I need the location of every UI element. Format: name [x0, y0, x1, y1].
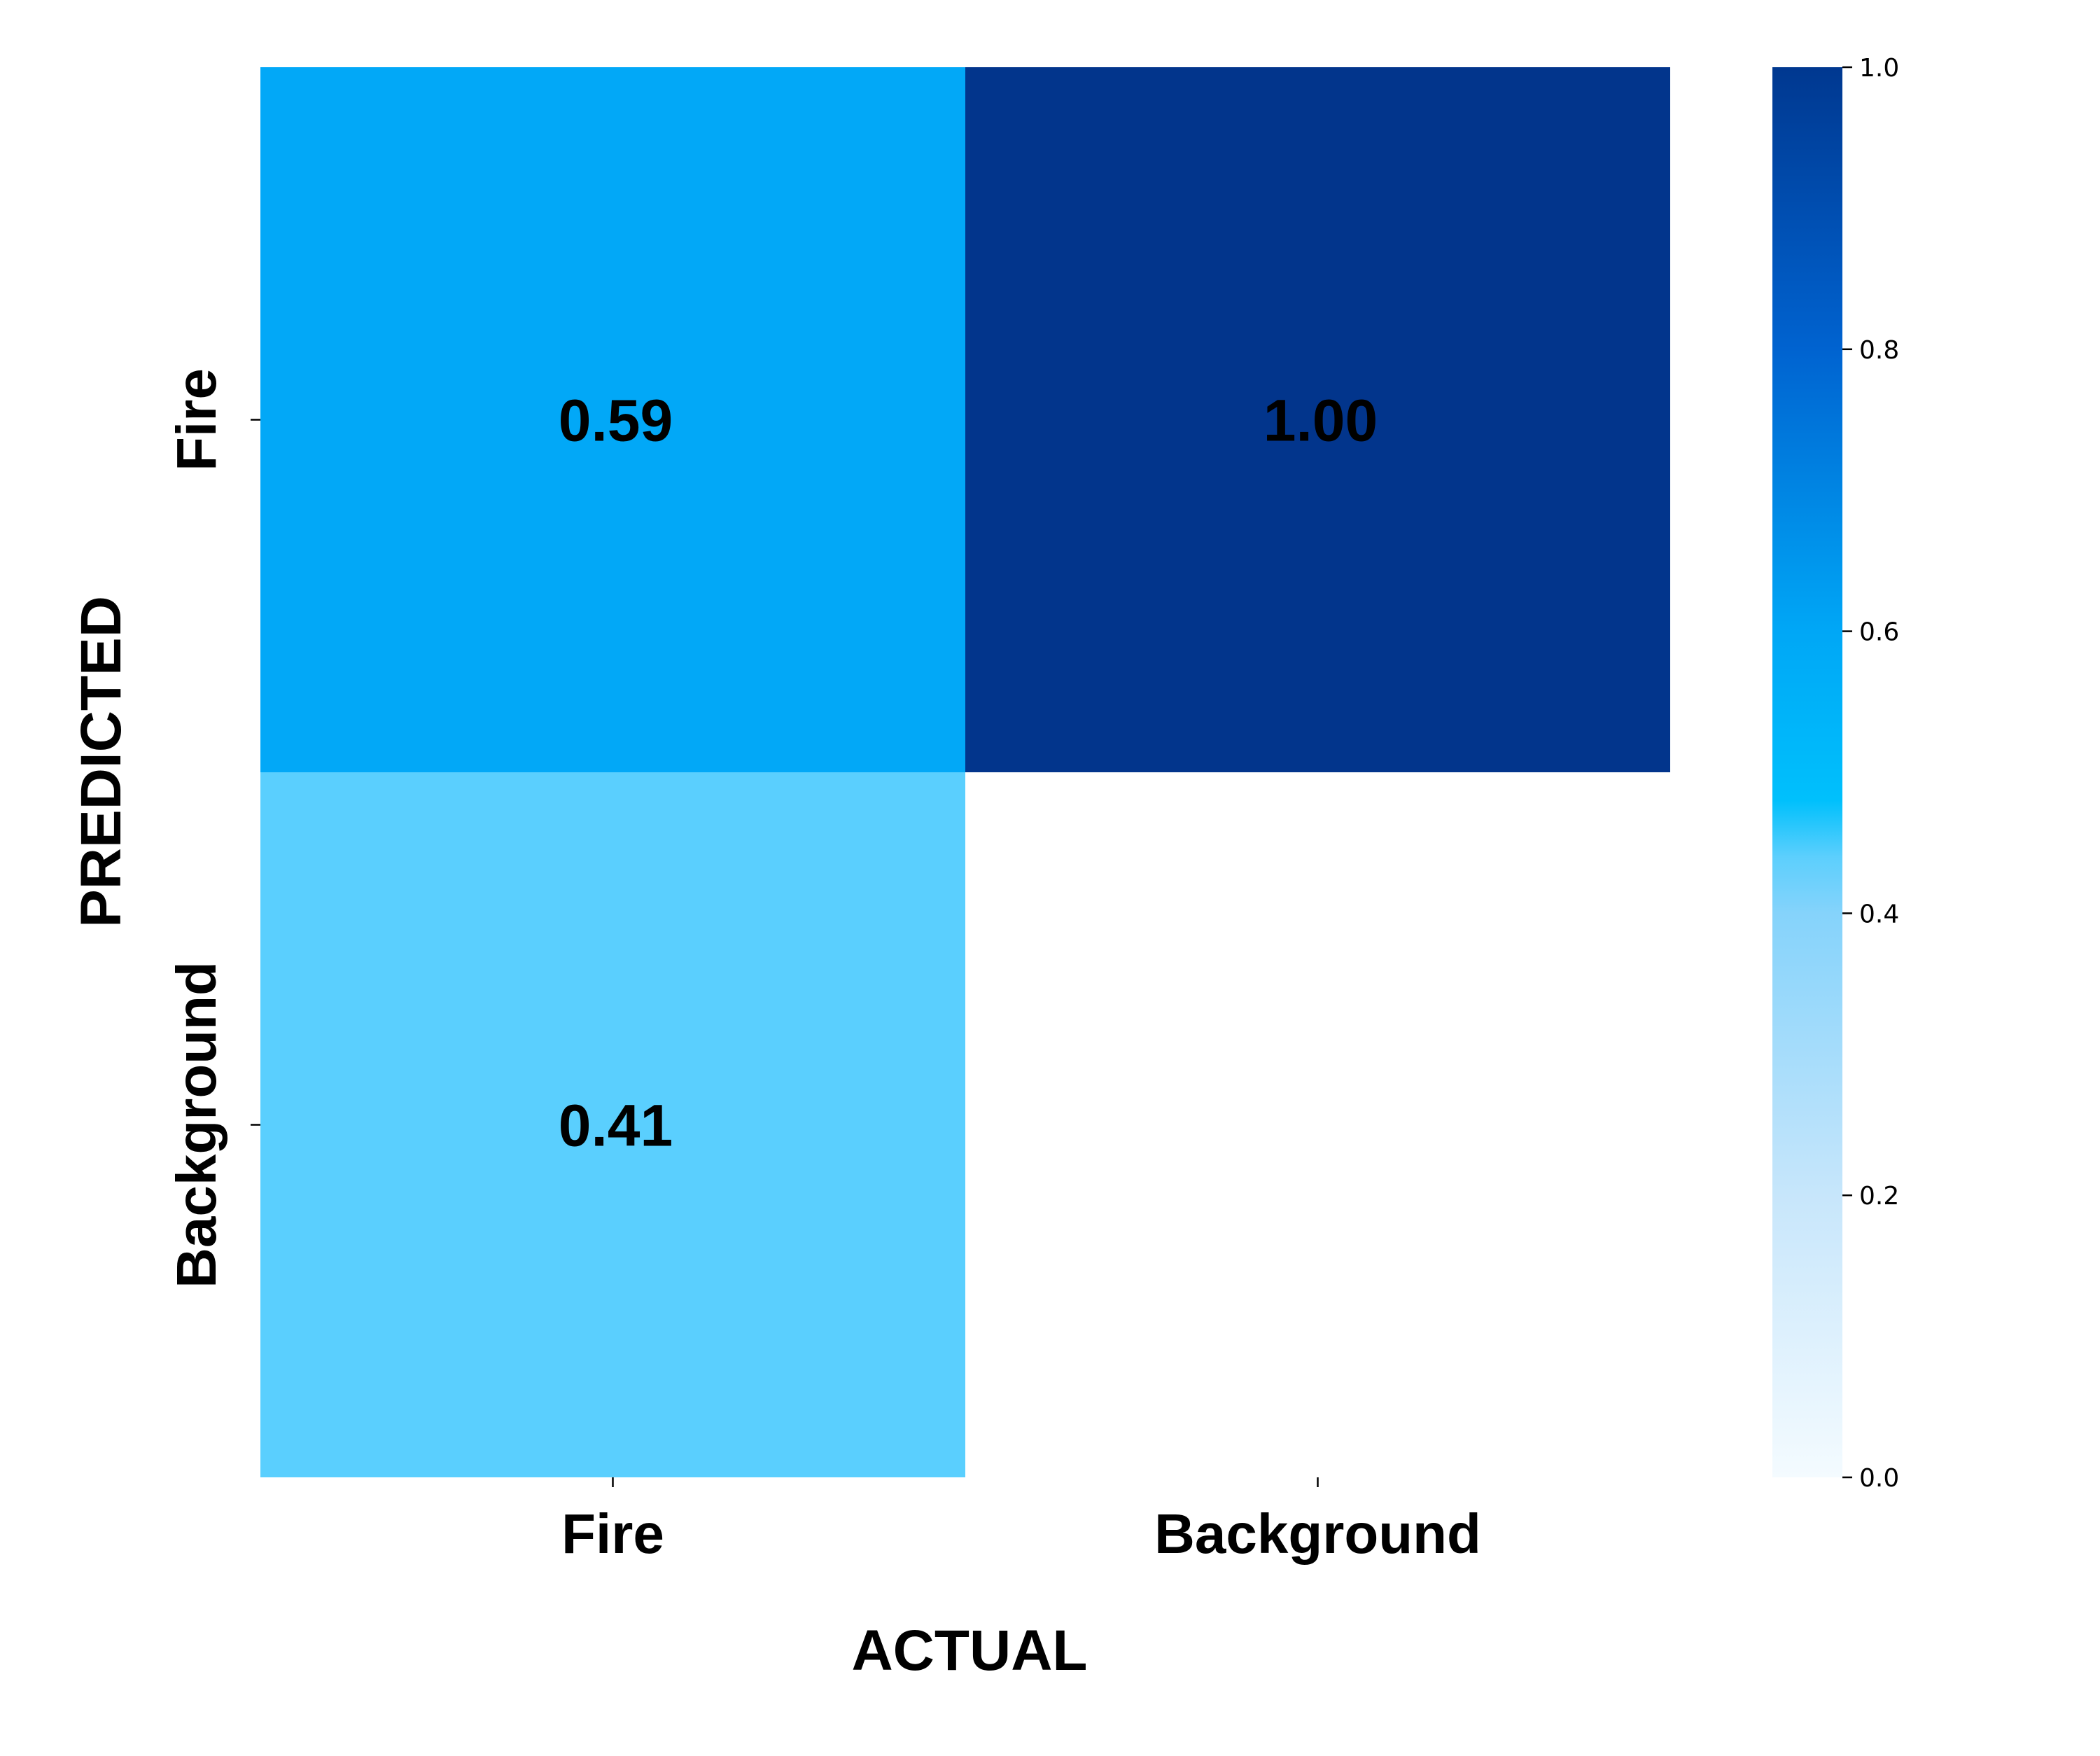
colorbar-ticks: 0.0 0.2 0.4 0.6 0.8 1.0	[1842, 54, 1899, 1493]
x-axis-title: ACTUAL	[851, 1619, 1087, 1682]
cell-value-label-0-1: 1.00	[1264, 388, 1378, 454]
colorbar-tick-label-3: 0.6	[1859, 618, 1899, 647]
y-tick-label-1: Background	[165, 961, 227, 1288]
colorbar	[1772, 67, 1842, 1477]
heatmap-cell-1-1	[965, 772, 1670, 1477]
cell-value-label-0-0: 0.59	[559, 388, 673, 454]
heatmap-cell-0-1	[965, 67, 1670, 772]
heatmap-cells	[260, 67, 1670, 1477]
y-axis-ticks: Fire Background	[165, 368, 260, 1288]
heatmap-cell-0-0	[260, 67, 965, 772]
colorbar-tick-label-2: 0.4	[1859, 900, 1899, 928]
heatmap-cell-1-0	[260, 772, 965, 1477]
colorbar-tick-label-4: 0.8	[1859, 336, 1899, 365]
y-tick-label-0: Fire	[165, 368, 227, 471]
x-axis-ticks: Fire Background	[561, 1477, 1481, 1565]
colorbar-tick-label-1: 0.2	[1859, 1182, 1899, 1211]
heatmap-cell-labels: 0.59 1.00 0.41	[559, 388, 1378, 1159]
x-tick-label-1: Background	[1154, 1503, 1481, 1565]
x-tick-label-0: Fire	[561, 1503, 664, 1565]
y-axis-title: PREDICTED	[69, 596, 133, 928]
colorbar-tick-label-5: 1.0	[1859, 54, 1899, 83]
cell-value-label-1-0: 0.41	[559, 1093, 673, 1159]
colorbar-tick-label-0: 0.0	[1859, 1464, 1899, 1493]
